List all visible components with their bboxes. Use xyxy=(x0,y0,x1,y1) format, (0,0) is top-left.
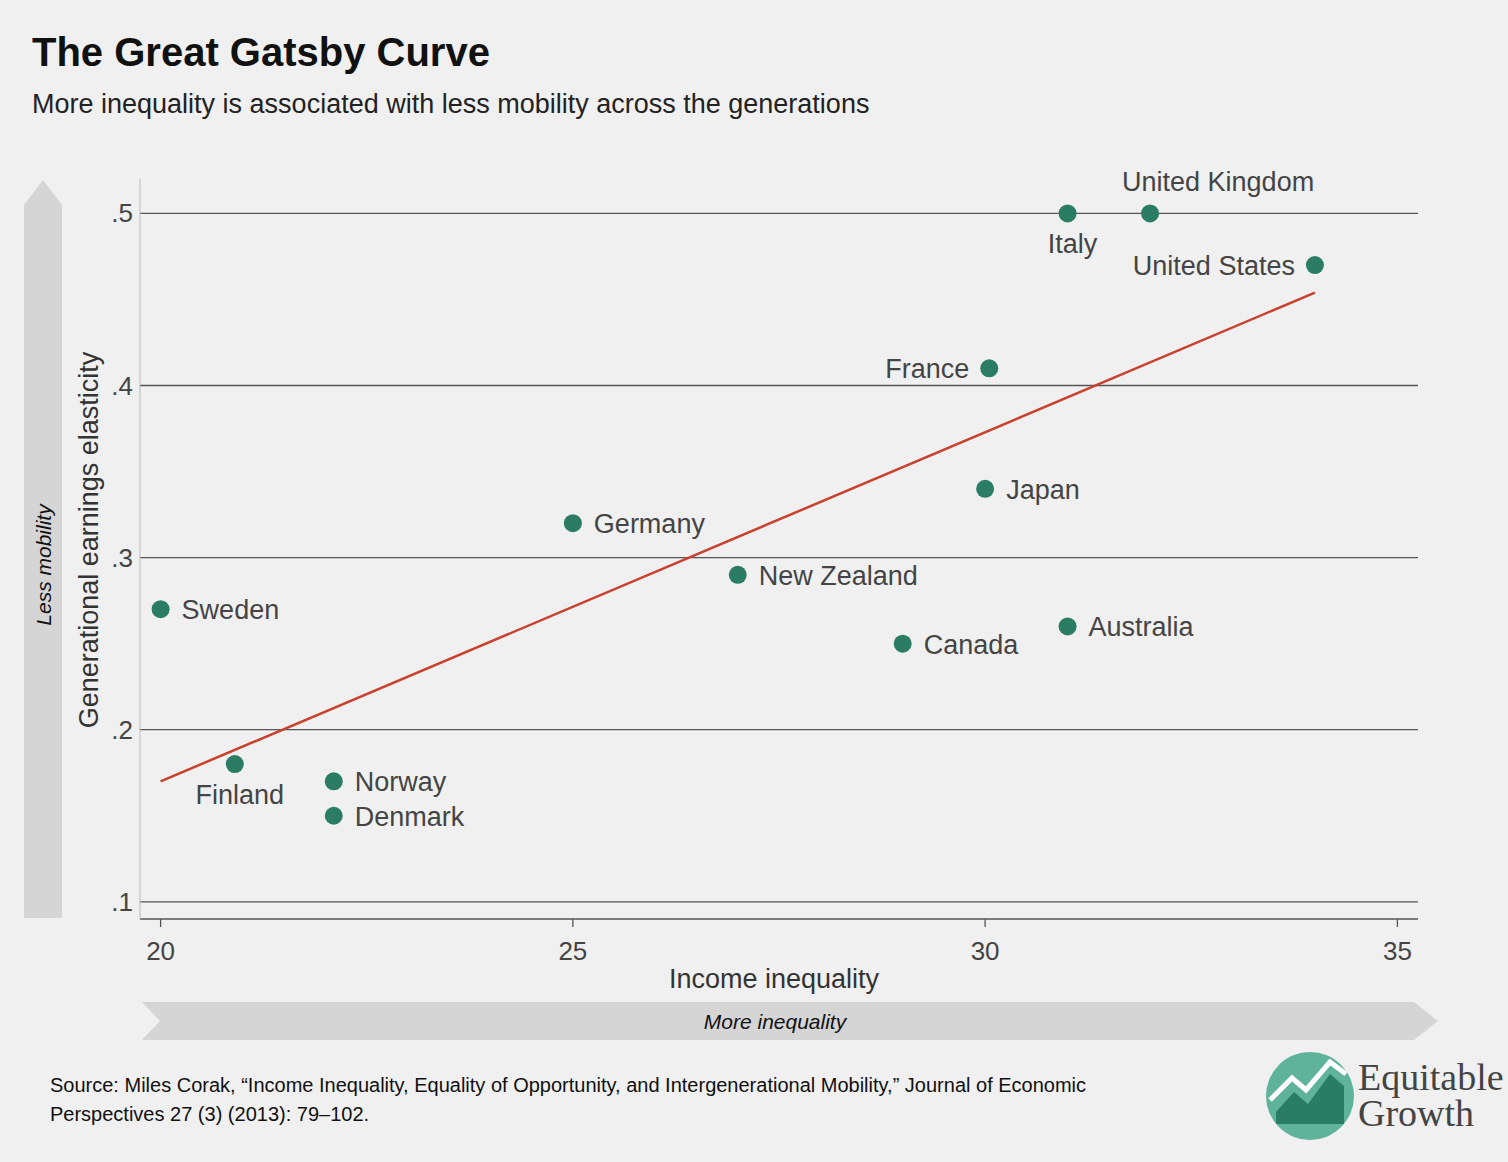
point xyxy=(1306,256,1324,274)
point-label: France xyxy=(885,354,969,384)
y-tick-label: .5 xyxy=(111,198,133,228)
x-tick-label: 25 xyxy=(558,936,587,966)
point-labels: Sweden Finland Norway Denmark Germany New Zea… xyxy=(182,167,1315,831)
point-label: Finland xyxy=(196,780,285,810)
title: The Great Gatsby Curve xyxy=(32,30,490,74)
x-arrow-label: More inequality xyxy=(704,1010,848,1033)
point-label: Italy xyxy=(1048,229,1098,259)
point xyxy=(325,807,343,825)
point-label: United Kingdom xyxy=(1122,167,1314,197)
x-axis-line xyxy=(140,918,1418,920)
logo: EquitableGrowth xyxy=(1266,1052,1504,1140)
source: Source: Miles Corak, “Income Inequality,… xyxy=(50,1074,1086,1096)
x-axis-label: Income inequality xyxy=(669,964,880,994)
y-tick-label: .3 xyxy=(111,543,133,573)
grid-line xyxy=(140,729,1418,730)
point-label: United States xyxy=(1133,251,1295,281)
point-label: Australia xyxy=(1089,612,1195,642)
point-label: Japan xyxy=(1006,475,1080,505)
point xyxy=(894,635,912,653)
point-label: New Zealand xyxy=(759,561,918,591)
point xyxy=(1059,204,1077,222)
grid-line xyxy=(140,557,1418,558)
x-tick-label: 35 xyxy=(1383,936,1412,966)
y-axis-label: Generational earnings elasticity xyxy=(74,351,104,728)
y-axis-line xyxy=(140,179,141,919)
y-tick-label: .4 xyxy=(111,371,133,401)
grid-line xyxy=(140,213,1418,214)
y-tick-label: .2 xyxy=(111,715,133,745)
point xyxy=(976,480,994,498)
point xyxy=(1141,204,1159,222)
x-tick xyxy=(984,919,985,927)
subtitle: More inequality is associated with less … xyxy=(32,89,869,119)
point xyxy=(325,772,343,790)
trend-line xyxy=(161,293,1315,782)
x-arrow xyxy=(142,1002,1438,1040)
y-arrow-label: Less mobility xyxy=(32,503,55,626)
grid-line xyxy=(140,901,1418,902)
source: Perspectives 27 (3) (2013): 79–102. xyxy=(50,1103,369,1125)
plot-area xyxy=(152,204,1324,824)
background xyxy=(0,0,1508,1162)
x-tick xyxy=(1397,919,1398,927)
chart: The Great Gatsby Curve More inequality is… xyxy=(0,0,1508,1162)
x-tick xyxy=(160,919,161,927)
point xyxy=(1059,617,1077,635)
logo-text: Growth xyxy=(1358,1092,1474,1134)
logo-icon xyxy=(1266,1052,1354,1140)
point xyxy=(226,755,244,773)
point xyxy=(729,566,747,584)
grid-line xyxy=(140,385,1418,386)
logo-icon xyxy=(1270,1062,1346,1100)
x-tick-label: 20 xyxy=(146,936,175,966)
y-arrow xyxy=(24,180,62,918)
point xyxy=(980,359,998,377)
point-label: Canada xyxy=(924,630,1020,660)
point-label: Sweden xyxy=(182,595,280,625)
point xyxy=(152,600,170,618)
point-label: Norway xyxy=(355,767,447,797)
x-tick-label: 30 xyxy=(971,936,1000,966)
axes: .1 .2 .3 .4 .5 20 25 30 35 xyxy=(111,179,1418,966)
x-tick xyxy=(572,919,573,927)
point xyxy=(564,514,582,532)
point-label: Denmark xyxy=(355,802,465,832)
y-tick-label: .1 xyxy=(111,887,133,917)
point-label: Germany xyxy=(594,509,706,539)
